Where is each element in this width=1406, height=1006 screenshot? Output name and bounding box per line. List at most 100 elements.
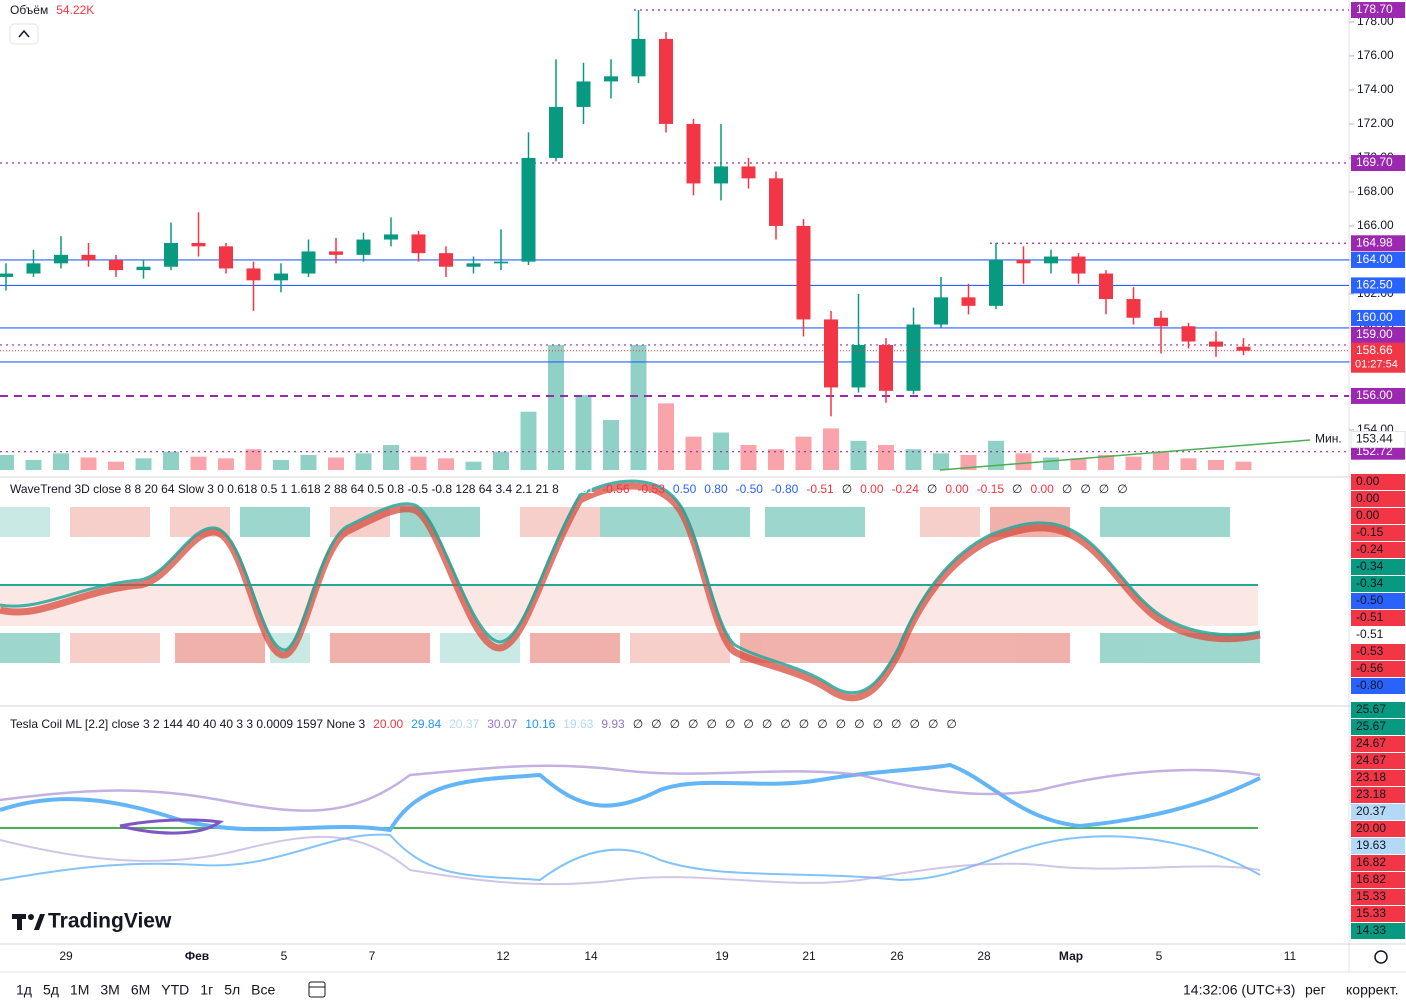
candle-body <box>0 273 13 277</box>
candle-body <box>686 123 701 184</box>
collapse-button[interactable] <box>9 23 39 45</box>
range-button[interactable]: 3M <box>100 982 119 998</box>
y-tick-label: 168.00 <box>1357 184 1394 198</box>
candle-body <box>521 157 536 262</box>
volume-bar <box>410 456 427 470</box>
wavetrend-value: ∅ <box>1062 482 1072 496</box>
volume-bar <box>1180 458 1197 470</box>
candle-body <box>1071 256 1086 274</box>
tesla-scale-badge <box>1351 753 1405 769</box>
wavetrend-scale-label: -0.24 <box>1356 542 1384 556</box>
tesla-value: 9.93 <box>601 717 625 731</box>
volume-bar <box>438 458 454 470</box>
volume-legend-label: Объём <box>10 3 48 17</box>
candle-body <box>301 251 316 274</box>
volume-bar <box>108 461 124 470</box>
candle-body <box>411 234 426 254</box>
session-button[interactable]: рег <box>1305 982 1326 998</box>
wavetrend-scale-badge <box>1351 627 1405 643</box>
countdown: 01:27:54 <box>1355 359 1398 371</box>
tesla-scale-badge <box>1351 906 1405 922</box>
volume-bar <box>988 440 1004 470</box>
wavetrend-value: ∅ <box>842 482 852 496</box>
wavetrend-scale-label: -0.34 <box>1356 559 1384 573</box>
y-tick-label: 166.00 <box>1357 218 1394 232</box>
volume-bar <box>603 420 619 470</box>
calendar-button[interactable] <box>308 981 326 998</box>
volume-bar <box>53 453 69 470</box>
wavetrend-value: ∅ <box>1012 482 1022 496</box>
wavetrend-value: -0.50 <box>736 482 764 496</box>
range-button[interactable]: 5л <box>224 982 240 998</box>
price-level-label: 162.50 <box>1356 278 1393 292</box>
range-button[interactable]: Все <box>251 982 275 998</box>
wavetrend-fast <box>0 479 1261 695</box>
x-tick-label: 7 <box>369 949 376 963</box>
wavetrend-value: -0.80 <box>771 482 799 496</box>
range-button[interactable]: 1г <box>200 982 213 998</box>
price-level-badge <box>1351 235 1405 252</box>
tesla-value: ∅ <box>928 717 938 731</box>
price-level-badge <box>1351 2 1405 19</box>
x-tick-label: 26 <box>890 949 904 963</box>
volume-bar <box>163 451 179 470</box>
candle-body <box>961 297 976 306</box>
candle-body <box>26 263 41 274</box>
volume-bar <box>1098 455 1114 470</box>
volume-bar <box>355 453 372 470</box>
range-button[interactable]: 5д <box>43 982 59 998</box>
candle-body <box>1209 341 1223 347</box>
wavetrend-scale-badge <box>1351 610 1405 626</box>
trend-line <box>939 439 1311 471</box>
wavetrend-value: -0.53 <box>638 482 666 496</box>
wavetrend-value: 0.00 <box>1031 482 1055 496</box>
range-button[interactable]: 1д <box>16 982 32 998</box>
price-level-label: 164.98 <box>1356 235 1393 249</box>
tesla-upper <box>0 764 1261 812</box>
tesla-scale-label: 15.33 <box>1356 889 1386 903</box>
candle-body <box>164 242 178 267</box>
wavetrend-value: -0.15 <box>977 482 1005 496</box>
settings-button[interactable] <box>1374 950 1388 964</box>
wavetrend-scale-badge <box>1351 474 1405 490</box>
tesla-scale-badge <box>1351 702 1405 718</box>
volume-bar <box>878 445 894 470</box>
range-button[interactable]: YTD <box>161 982 189 998</box>
wavetrend-title: WaveTrend 3D close 8 8 20 64 Slow 3 0 0.… <box>10 482 559 496</box>
tesla-scale-label: 24.67 <box>1356 753 1386 767</box>
volume-bar <box>850 440 867 470</box>
candle-body <box>1181 326 1196 342</box>
candle-body <box>604 76 618 82</box>
volume-bar <box>25 460 42 470</box>
x-tick-label: 21 <box>802 949 816 963</box>
volume-bar <box>823 428 839 470</box>
y-tick-label: 174.00 <box>1357 82 1394 96</box>
tesla-scale-label: 25.67 <box>1356 719 1386 733</box>
volume-bar <box>768 449 784 470</box>
tesla-title: Tesla Coil ML [2.2] close 3 2 144 40 40 … <box>10 717 365 731</box>
candle-body <box>549 106 563 158</box>
tesla-scale-label: 16.82 <box>1356 872 1386 886</box>
wavetrend-scale-badge <box>1351 678 1405 694</box>
range-button[interactable]: 1M <box>70 982 89 998</box>
range-button[interactable]: 6M <box>131 982 150 998</box>
wavetrend-scale-label: -0.50 <box>1356 593 1384 607</box>
tesla-scale-badge <box>1351 787 1405 803</box>
wavetrend-scale-label: -0.15 <box>1356 525 1384 539</box>
low-marker-badge <box>1350 430 1406 448</box>
adjust-button[interactable]: коррект. <box>1346 982 1398 998</box>
volume-bar <box>1043 457 1059 470</box>
tesla-header: Tesla Coil ML [2.2] close 3 2 144 40 40 … <box>10 717 957 731</box>
candle-body <box>356 239 371 255</box>
tesla-value: ∅ <box>873 717 883 731</box>
candle-body <box>879 344 893 391</box>
tesla-value: ∅ <box>743 717 753 731</box>
candle-body <box>136 266 151 271</box>
wavetrend-value: -0.24 <box>892 482 920 496</box>
volume-legend: Объём 54.22K <box>10 3 94 17</box>
wavetrend-value: ∅ <box>927 482 937 496</box>
volume-bar <box>328 457 344 470</box>
x-tick-label: 19 <box>715 949 729 963</box>
wavetrend-scale-label: 0.00 <box>1356 508 1380 522</box>
x-tick-label: 5 <box>281 949 288 963</box>
